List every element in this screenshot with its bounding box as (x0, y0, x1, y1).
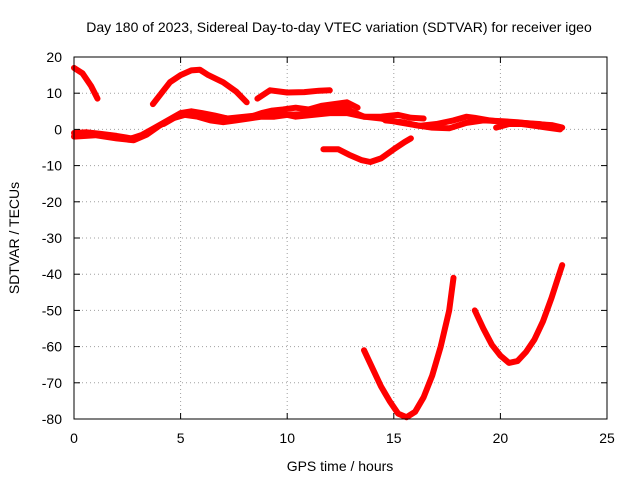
y-tick-label: -30 (42, 230, 62, 246)
grid (74, 57, 607, 419)
series-arc-12 (471, 262, 566, 366)
x-tick-label: 25 (599, 430, 615, 446)
y-tick-label: 20 (46, 49, 62, 65)
series-arc-02 (149, 66, 250, 108)
y-tick-label: -40 (42, 266, 62, 282)
data-series (71, 64, 566, 421)
x-tick-label: 5 (177, 430, 185, 446)
series-arc-01 (71, 64, 101, 102)
y-tick-label: -60 (42, 339, 62, 355)
series-arc-09 (493, 121, 564, 133)
y-tick-label: -70 (42, 375, 62, 391)
y-tick-label: -80 (42, 411, 62, 427)
series-arc-11 (361, 274, 457, 421)
y-tick-label: -20 (42, 194, 62, 210)
axis-ticks: 0 5 10 15 20 25 -80 -70 -60 -50 -40 -30 -20 -10 0 10 20 (42, 49, 615, 446)
series-arc-10 (320, 135, 414, 165)
y-tick-label: 0 (54, 121, 62, 137)
y-tick-label: -10 (42, 158, 62, 174)
chart-title: Day 180 of 2023, Sidereal Day-to-day VTE… (86, 19, 592, 35)
x-tick-label: 10 (279, 430, 295, 446)
x-axis-label: GPS time / hours (287, 458, 394, 474)
series-arc-03 (254, 87, 333, 102)
y-axis-label: SDTVAR / TECUs (6, 182, 22, 294)
x-tick-label: 15 (386, 430, 402, 446)
y-tick-label: -50 (42, 302, 62, 318)
x-tick-label: 20 (493, 430, 509, 446)
y-tick-label: 10 (46, 85, 62, 101)
x-tick-label: 0 (70, 430, 78, 446)
